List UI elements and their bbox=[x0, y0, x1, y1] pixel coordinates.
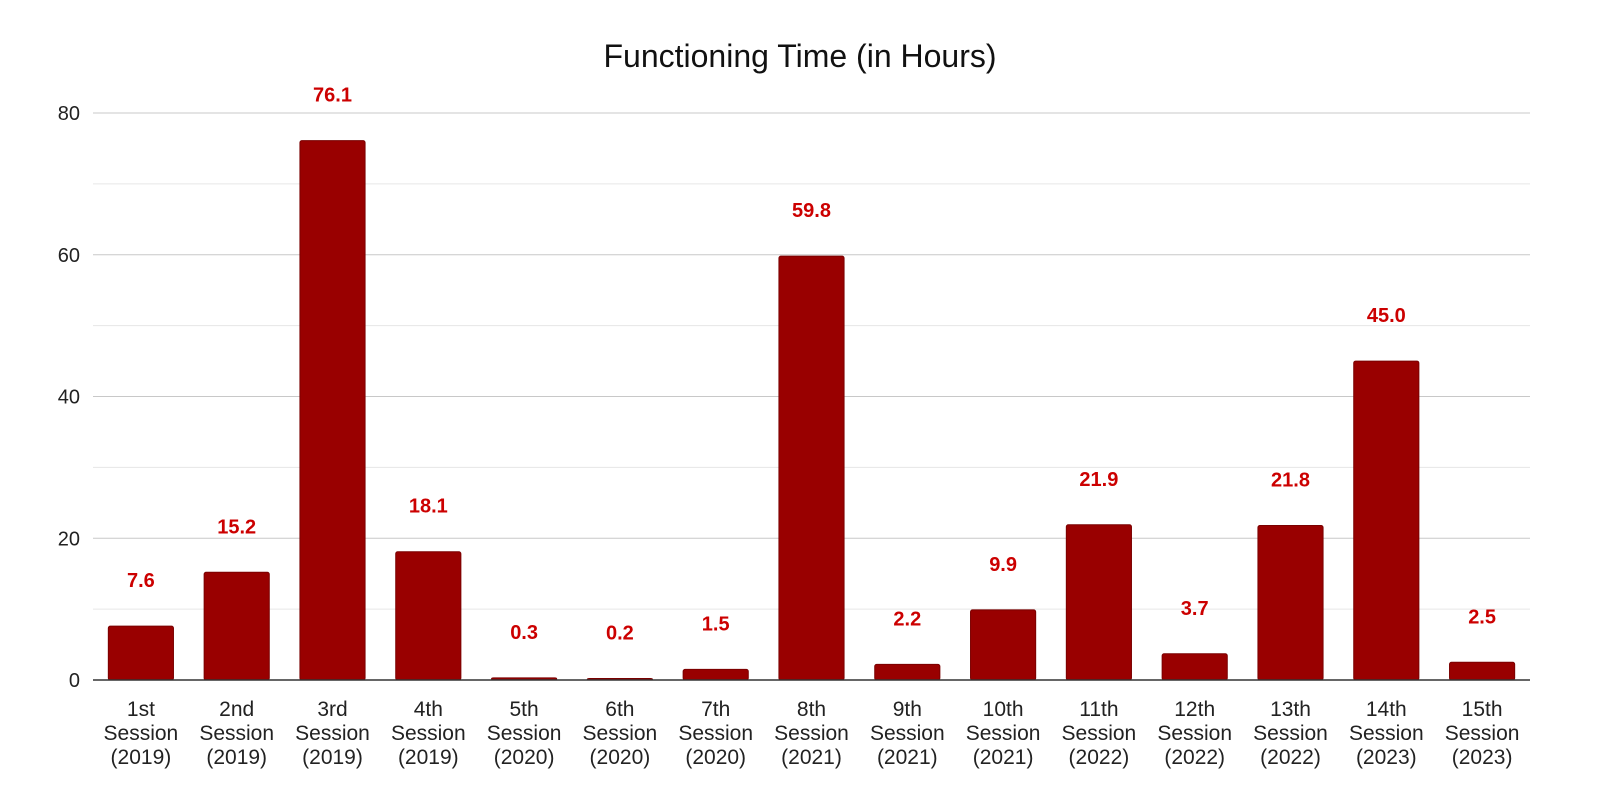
x-tick-label: 4th Session (2019) bbox=[391, 698, 466, 769]
x-tick-label: 13th Session (2022) bbox=[1253, 698, 1328, 769]
x-tick-label: 2nd Session (2019) bbox=[199, 698, 274, 769]
bar bbox=[1353, 360, 1420, 681]
y-tick-label: 0 bbox=[69, 670, 80, 692]
data-label: 76.1 bbox=[313, 85, 352, 107]
x-tick-label: 15th Session (2023) bbox=[1445, 698, 1520, 769]
y-tick-label: 40 bbox=[58, 387, 80, 409]
x-tick-label: 1st Session (2019) bbox=[104, 698, 179, 769]
x-axis-ticks: 1st Session (2019) 2nd Session (2019) 3rd Sessi… bbox=[104, 698, 1520, 769]
bar bbox=[1257, 524, 1324, 681]
x-tick-label: 3rd Session (2019) bbox=[295, 698, 370, 769]
x-tick-label: 6th Session (2020) bbox=[583, 698, 658, 769]
x-tick-label: 8th Session (2021) bbox=[774, 698, 849, 769]
y-tick-label: 60 bbox=[58, 245, 80, 267]
data-label: 15.2 bbox=[217, 516, 256, 538]
x-tick-label: 14th Session (2023) bbox=[1349, 698, 1424, 769]
data-label: 2.2 bbox=[893, 608, 921, 630]
bar bbox=[874, 663, 941, 681]
data-label: 0.2 bbox=[606, 623, 634, 645]
data-label: 45.0 bbox=[1367, 305, 1406, 327]
bar bbox=[299, 140, 366, 681]
data-labels: 7.6 15.2 76.1 18.1 0.3 0.2 1.5 59.8 2.2 9.9 21.9 3.… bbox=[127, 85, 1496, 645]
x-tick-label: 5th Session (2020) bbox=[487, 698, 562, 769]
x-tick-label: 10th Session (2021) bbox=[966, 698, 1041, 769]
bar bbox=[682, 668, 749, 681]
bar bbox=[203, 571, 270, 681]
data-label: 21.8 bbox=[1271, 469, 1310, 491]
data-label: 9.9 bbox=[989, 554, 1017, 576]
y-axis-ticks: 0 20 40 60 80 bbox=[58, 103, 80, 692]
bar bbox=[970, 609, 1037, 681]
data-label: 7.6 bbox=[127, 570, 155, 592]
bar bbox=[1065, 524, 1132, 681]
data-label: 21.9 bbox=[1079, 469, 1118, 491]
data-label: 2.5 bbox=[1468, 606, 1496, 628]
data-label: 18.1 bbox=[409, 496, 448, 518]
y-tick-label: 80 bbox=[58, 103, 80, 125]
y-tick-label: 20 bbox=[58, 528, 80, 550]
x-tick-label: 7th Session (2020) bbox=[678, 698, 753, 769]
bar bbox=[778, 255, 845, 681]
data-label: 59.8 bbox=[792, 200, 831, 222]
bar bbox=[107, 625, 174, 681]
x-tick-label: 11th Session (2022) bbox=[1062, 698, 1137, 769]
x-tick-label: 9th Session (2021) bbox=[870, 698, 945, 769]
bar bbox=[1449, 661, 1516, 681]
data-label: 3.7 bbox=[1181, 598, 1209, 620]
data-label: 0.3 bbox=[510, 622, 538, 644]
x-tick-label: 12th Session (2022) bbox=[1157, 698, 1232, 769]
chart-title: Functioning Time (in Hours) bbox=[603, 38, 996, 74]
bars bbox=[107, 140, 1516, 681]
data-label: 1.5 bbox=[702, 613, 730, 635]
bar bbox=[1161, 653, 1228, 681]
bar bbox=[395, 551, 462, 681]
